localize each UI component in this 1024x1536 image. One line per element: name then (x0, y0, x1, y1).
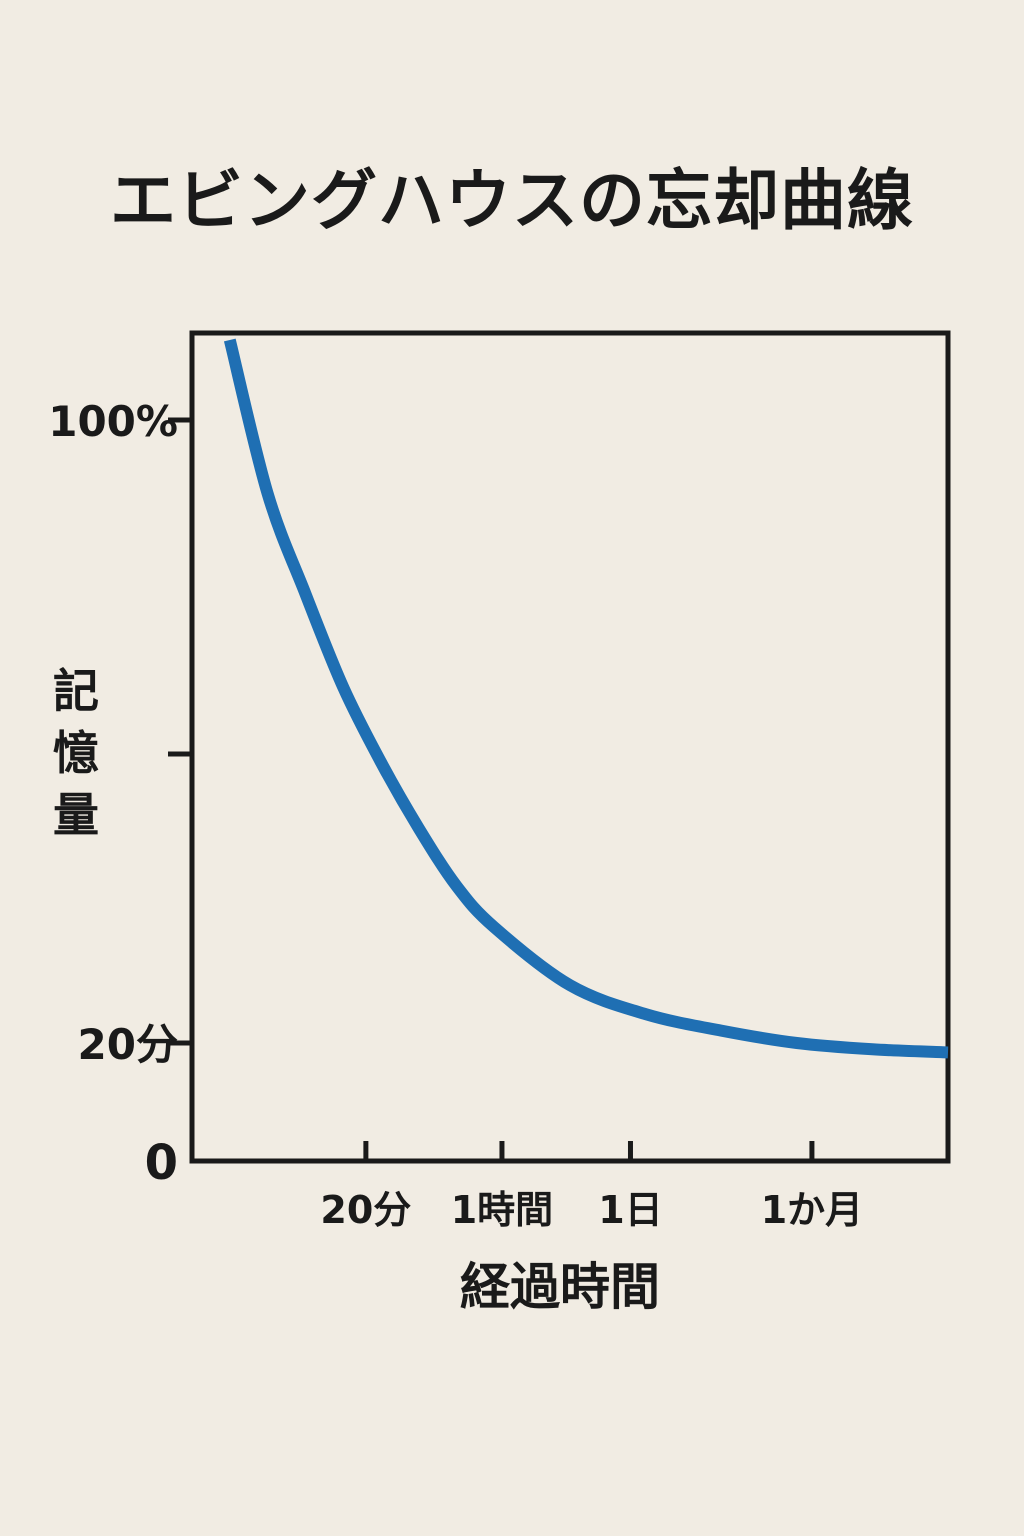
x-axis-label: 経過時間 (460, 1258, 660, 1316)
y-tick-label: 0 (145, 1135, 178, 1191)
y-axis-ticks: 100% 20分 0 (48, 397, 192, 1191)
chart-title: エビングハウスの忘却曲線 (110, 162, 914, 239)
x-tick-label: 1時間 (451, 1188, 553, 1232)
x-tick-label: 20分 (320, 1188, 411, 1232)
x-tick-label: 1日 (598, 1188, 662, 1232)
forgetting-curve-line (223, 338, 949, 1059)
x-tick-label: 1か月 (761, 1188, 863, 1232)
series-layer (223, 338, 949, 1059)
y-tick-label: 100% (48, 397, 178, 446)
x-axis-ticks: 20分 1時間 1日 1か月 (320, 1141, 863, 1232)
y-axis-label: 記憶量 (53, 664, 99, 842)
y-tick-label: 20分 (78, 1020, 178, 1069)
plot-frame (189, 330, 951, 1164)
